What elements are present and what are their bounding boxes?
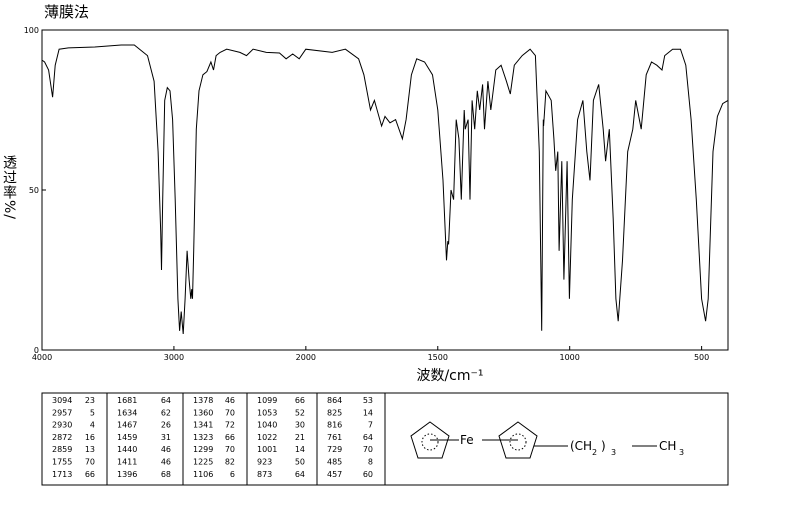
peak-wavenumber: 2930 (52, 421, 72, 430)
y-tick-label: 50 (29, 186, 39, 195)
peak-wavenumber: 2872 (52, 433, 72, 442)
peak-wavenumber: 1467 (117, 421, 137, 430)
peak-wavenumber: 729 (327, 445, 342, 454)
peak-transmittance: 70 (225, 408, 235, 417)
peak-transmittance: 16 (85, 433, 95, 442)
chain-label: CH (659, 439, 676, 453)
x-tick-label: 4000 (32, 353, 52, 362)
peak-wavenumber: 923 (257, 458, 272, 467)
peak-transmittance: 66 (225, 433, 235, 442)
peak-transmittance: 13 (85, 445, 95, 454)
peak-wavenumber: 1755 (52, 458, 72, 467)
peak-wavenumber: 816 (327, 421, 342, 430)
peak-transmittance: 14 (363, 408, 373, 417)
peak-wavenumber: 1001 (257, 445, 277, 454)
peak-wavenumber: 3094 (52, 396, 72, 405)
peak-wavenumber: 1099 (257, 396, 277, 405)
peak-transmittance: 26 (161, 421, 171, 430)
peak-transmittance: 72 (225, 421, 235, 430)
peak-transmittance: 46 (161, 445, 171, 454)
peak-wavenumber: 1053 (257, 408, 277, 417)
peak-wavenumber: 873 (257, 470, 272, 479)
peak-wavenumber: 1341 (193, 421, 213, 430)
peak-transmittance: 5 (90, 408, 95, 417)
peak-transmittance: 21 (295, 433, 305, 442)
fe-label: Fe (460, 433, 474, 447)
peak-transmittance: 30 (295, 421, 305, 430)
chain-label: 3 (611, 448, 616, 457)
peak-transmittance: 70 (85, 458, 95, 467)
peak-wavenumber: 1225 (193, 458, 213, 467)
peak-wavenumber: 1378 (193, 396, 213, 405)
peak-wavenumber: 485 (327, 458, 342, 467)
peak-transmittance: 60 (363, 470, 373, 479)
y-tick-label: 100 (24, 26, 39, 35)
x-tick-label: 1000 (560, 353, 580, 362)
spectrum-line (41, 44, 729, 335)
peak-transmittance: 64 (295, 470, 305, 479)
peak-transmittance: 7 (368, 421, 373, 430)
peak-transmittance: 23 (85, 396, 95, 405)
peak-transmittance: 82 (225, 458, 235, 467)
peak-wavenumber: 1323 (193, 433, 213, 442)
x-tick-label: 3000 (164, 353, 184, 362)
structure (410, 421, 657, 459)
peak-wavenumber: 1396 (117, 470, 137, 479)
peak-transmittance: 6 (230, 470, 235, 479)
peak-transmittance: 46 (225, 396, 235, 405)
peak-transmittance: 4 (90, 421, 95, 430)
peak-wavenumber: 1299 (193, 445, 213, 454)
peak-transmittance: 53 (363, 396, 373, 405)
y-tick-label: 0 (34, 346, 39, 355)
peak-wavenumber: 864 (327, 396, 342, 405)
x-tick-label: 1500 (428, 353, 448, 362)
peak-wavenumber: 1106 (193, 470, 213, 479)
peak-transmittance: 14 (295, 445, 305, 454)
peak-transmittance: 66 (85, 470, 95, 479)
peak-transmittance: 64 (161, 396, 171, 405)
peak-transmittance: 64 (363, 433, 373, 442)
peak-transmittance: 70 (363, 445, 373, 454)
peak-wavenumber: 2957 (52, 408, 72, 417)
chain-label: 3 (679, 448, 684, 457)
chain-label: ) (601, 439, 606, 453)
peak-wavenumber: 1040 (257, 421, 277, 430)
peak-transmittance: 66 (295, 396, 305, 405)
peak-transmittance: 68 (161, 470, 171, 479)
y-axis-label: 透过率%/ (1, 155, 17, 221)
chain-label: (CH (570, 439, 592, 453)
x-tick-label: 500 (694, 353, 709, 362)
peak-wavenumber: 1713 (52, 470, 72, 479)
peak-wavenumber: 1634 (117, 408, 137, 417)
chart-title: 薄膜法 (44, 3, 89, 21)
plot-frame (41, 29, 729, 351)
chain-label: 2 (592, 448, 597, 457)
peak-transmittance: 52 (295, 408, 305, 417)
peak-wavenumber: 457 (327, 470, 342, 479)
peak-wavenumber: 1681 (117, 396, 137, 405)
peak-transmittance: 62 (161, 408, 171, 417)
peak-wavenumber: 825 (327, 408, 342, 417)
peak-wavenumber: 1360 (193, 408, 213, 417)
peak-transmittance: 31 (161, 433, 171, 442)
peak-wavenumber: 1411 (117, 458, 137, 467)
peak-wavenumber: 1459 (117, 433, 137, 442)
peak-wavenumber: 2859 (52, 445, 72, 454)
x-tick-label: 2000 (296, 353, 316, 362)
peak-transmittance: 8 (368, 458, 373, 467)
peak-wavenumber: 1022 (257, 433, 277, 442)
peak-transmittance: 46 (161, 458, 171, 467)
peak-wavenumber: 761 (327, 433, 342, 442)
peak-wavenumber: 1440 (117, 445, 137, 454)
x-axis-label: 波数/cm⁻¹ (416, 368, 483, 384)
peak-transmittance: 70 (225, 445, 235, 454)
peak-transmittance: 50 (295, 458, 305, 467)
